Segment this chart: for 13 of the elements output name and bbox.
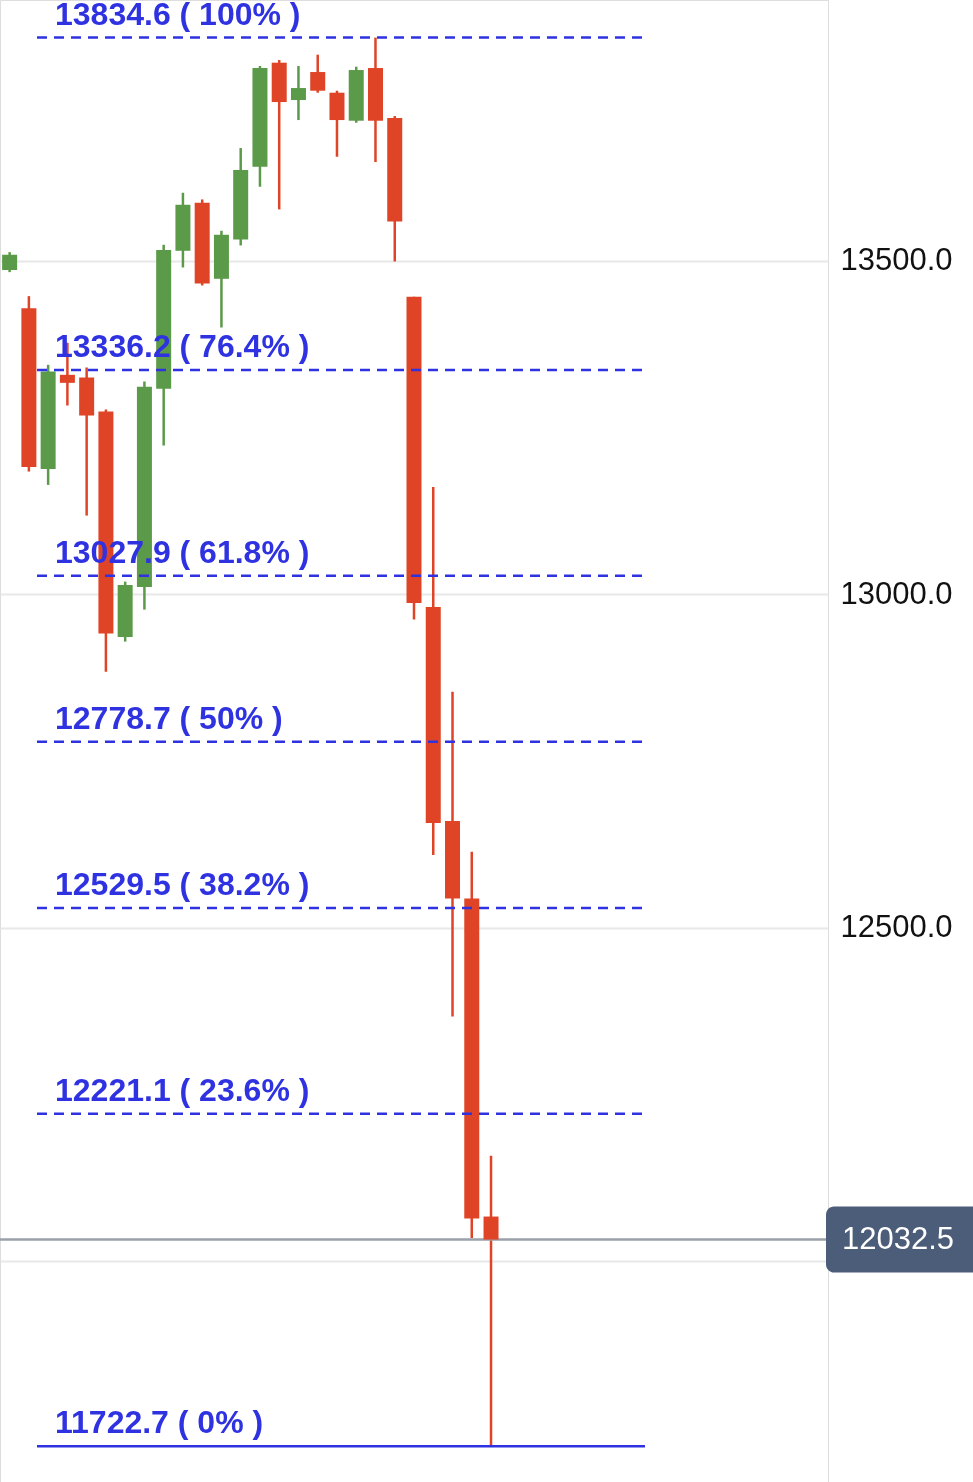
ref-line-label: 12529.5 ( 38.2% ): [55, 866, 310, 903]
ref-line-label: 11722.7 ( 0% ): [55, 1404, 264, 1441]
candlestick: [2, 250, 18, 274]
y-tick-label: 13000.0: [840, 575, 953, 611]
candlestick: [290, 64, 306, 122]
candlestick: [310, 53, 326, 94]
ref-line-label: 12032.5: [842, 1220, 955, 1256]
candlestick: [483, 1154, 499, 1448]
y-tick-label: 13500.0: [840, 242, 953, 278]
ref-line-label: 12221.1 ( 23.6% ): [55, 1071, 310, 1108]
y-tick-label: 12500.0: [840, 909, 953, 945]
ref-line-label: 12778.7 ( 50% ): [55, 699, 283, 736]
ref-line-label: 13834.6 ( 100% ): [55, 0, 301, 32]
